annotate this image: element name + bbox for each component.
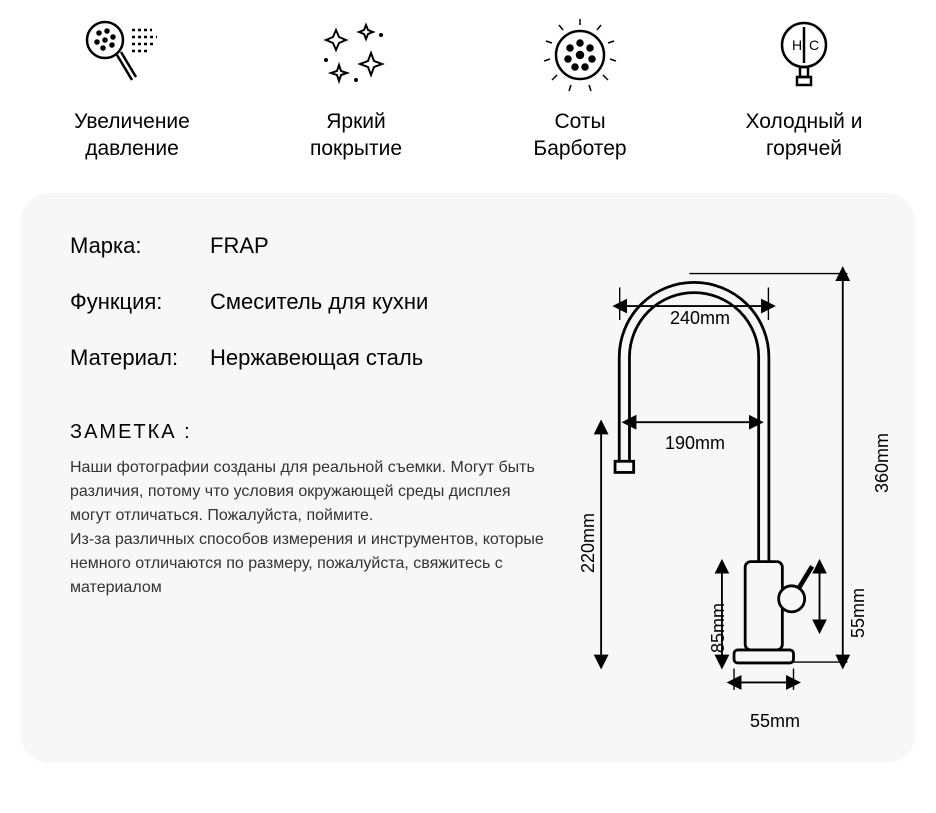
hot-cold-icon: H C <box>759 10 849 100</box>
aerator-icon <box>535 10 625 100</box>
spec-value: Смеситель для кухни <box>210 289 550 315</box>
feature-bright: Яркий покрытие <box>256 10 456 163</box>
note-title: ЗАМЕТКА : <box>70 421 550 444</box>
sparkle-icon <box>311 10 401 100</box>
svg-text:C: C <box>809 37 819 53</box>
spec-label: Функция: <box>70 289 210 315</box>
svg-text:H: H <box>792 37 802 53</box>
feature-label: Соты Барботер <box>533 108 626 163</box>
spec-function: Функция: Смеситель для кухни <box>70 289 550 315</box>
spec-card: Марка: FRAP Функция: Смеситель для кухни… <box>20 193 916 763</box>
spec-text-panel: Марка: FRAP Функция: Смеситель для кухни… <box>70 233 550 723</box>
feature-label: Увеличение давление <box>74 108 190 163</box>
dim-handle-height: 55mm <box>848 588 869 638</box>
feature-aerator: Соты Барботер <box>480 10 680 163</box>
shower-head-icon <box>77 10 187 100</box>
note-text: Наши фотографии созданы для реальной съе… <box>70 456 550 600</box>
dim-base-width: 55mm <box>750 711 800 732</box>
spec-label: Материал: <box>70 345 210 371</box>
features-row: Увеличение давление Яркий покрытие <box>0 0 936 163</box>
feature-label: Яркий покрытие <box>310 108 402 163</box>
spec-value: Нержавеющая сталь <box>210 345 550 371</box>
diagram-panel: 240mm 190mm 220mm 360mm 85mm 55mm 55mm <box>550 233 866 723</box>
spec-label: Марка: <box>70 233 210 259</box>
feature-label: Холодный и горячей <box>746 108 863 163</box>
spec-value: FRAP <box>210 233 550 259</box>
feature-hotcold: H C Холодный и горячей <box>704 10 904 163</box>
dim-total-height: 360mm <box>872 433 893 493</box>
dim-base-height: 85mm <box>708 603 729 653</box>
spec-material: Материал: Нержавеющая сталь <box>70 345 550 371</box>
dim-spout-reach: 190mm <box>665 433 725 454</box>
feature-pressure: Увеличение давление <box>32 10 232 163</box>
dim-top-width: 240mm <box>670 308 730 329</box>
spec-brand: Марка: FRAP <box>70 233 550 259</box>
dim-spout-height: 220mm <box>578 513 599 573</box>
